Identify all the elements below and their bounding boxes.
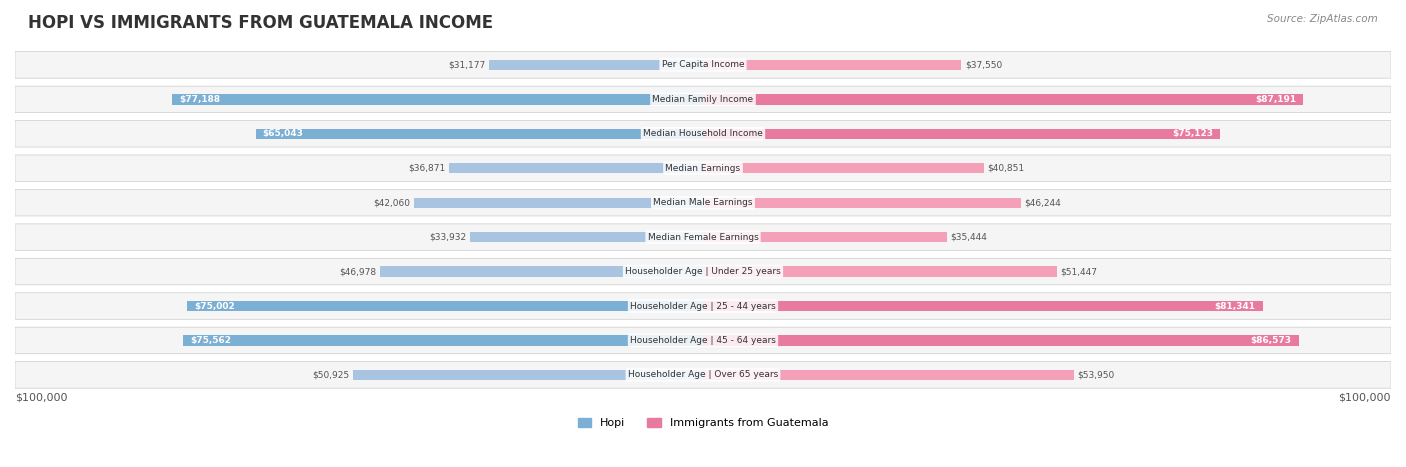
FancyBboxPatch shape: [15, 327, 1391, 354]
Text: $100,000: $100,000: [15, 392, 67, 402]
FancyBboxPatch shape: [15, 293, 1391, 319]
Bar: [703, 232, 946, 242]
Bar: [187, 301, 703, 311]
Bar: [703, 60, 962, 70]
Text: $87,191: $87,191: [1256, 95, 1296, 104]
Bar: [353, 370, 703, 380]
Text: $37,550: $37,550: [965, 60, 1002, 70]
Bar: [703, 266, 1057, 277]
Text: Median Household Income: Median Household Income: [643, 129, 763, 138]
Bar: [183, 335, 703, 346]
Text: $40,851: $40,851: [987, 164, 1025, 173]
Text: $46,244: $46,244: [1025, 198, 1062, 207]
Text: $50,925: $50,925: [312, 370, 349, 379]
Text: Source: ZipAtlas.com: Source: ZipAtlas.com: [1267, 14, 1378, 24]
Text: $77,188: $77,188: [179, 95, 219, 104]
Text: Householder Age | Over 65 years: Householder Age | Over 65 years: [628, 370, 778, 379]
Text: Median Family Income: Median Family Income: [652, 95, 754, 104]
Text: $65,043: $65,043: [263, 129, 304, 138]
Text: $35,444: $35,444: [950, 233, 987, 241]
Bar: [703, 370, 1074, 380]
Text: $53,950: $53,950: [1077, 370, 1115, 379]
Text: $36,871: $36,871: [409, 164, 446, 173]
FancyBboxPatch shape: [15, 52, 1391, 78]
FancyBboxPatch shape: [15, 120, 1391, 147]
Text: $100,000: $100,000: [1339, 392, 1391, 402]
Text: Median Earnings: Median Earnings: [665, 164, 741, 173]
FancyBboxPatch shape: [15, 224, 1391, 250]
Text: Per Capita Income: Per Capita Income: [662, 60, 744, 70]
Text: Median Male Earnings: Median Male Earnings: [654, 198, 752, 207]
Bar: [470, 232, 703, 242]
Text: Median Female Earnings: Median Female Earnings: [648, 233, 758, 241]
Text: Householder Age | 45 - 64 years: Householder Age | 45 - 64 years: [630, 336, 776, 345]
Text: $75,123: $75,123: [1173, 129, 1213, 138]
Bar: [703, 198, 1021, 208]
Bar: [413, 198, 703, 208]
Text: $81,341: $81,341: [1215, 302, 1256, 311]
Bar: [488, 60, 703, 70]
Text: $42,060: $42,060: [373, 198, 411, 207]
Bar: [703, 94, 1303, 105]
Legend: Hopi, Immigrants from Guatemala: Hopi, Immigrants from Guatemala: [575, 414, 831, 432]
Bar: [703, 301, 1263, 311]
Text: HOPI VS IMMIGRANTS FROM GUATEMALA INCOME: HOPI VS IMMIGRANTS FROM GUATEMALA INCOME: [28, 14, 494, 32]
FancyBboxPatch shape: [15, 361, 1391, 388]
Text: $86,573: $86,573: [1251, 336, 1292, 345]
Text: $51,447: $51,447: [1060, 267, 1098, 276]
Bar: [256, 128, 703, 139]
Text: $33,932: $33,932: [429, 233, 467, 241]
Bar: [703, 128, 1220, 139]
Text: $75,002: $75,002: [194, 302, 235, 311]
FancyBboxPatch shape: [15, 155, 1391, 182]
Bar: [703, 163, 984, 173]
FancyBboxPatch shape: [15, 190, 1391, 216]
Bar: [450, 163, 703, 173]
Bar: [703, 335, 1299, 346]
Bar: [380, 266, 703, 277]
FancyBboxPatch shape: [15, 258, 1391, 285]
FancyBboxPatch shape: [15, 86, 1391, 113]
Text: $46,978: $46,978: [339, 267, 377, 276]
Text: Householder Age | Under 25 years: Householder Age | Under 25 years: [626, 267, 780, 276]
Text: $75,562: $75,562: [190, 336, 231, 345]
Text: Householder Age | 25 - 44 years: Householder Age | 25 - 44 years: [630, 302, 776, 311]
Text: $31,177: $31,177: [449, 60, 485, 70]
Bar: [172, 94, 703, 105]
